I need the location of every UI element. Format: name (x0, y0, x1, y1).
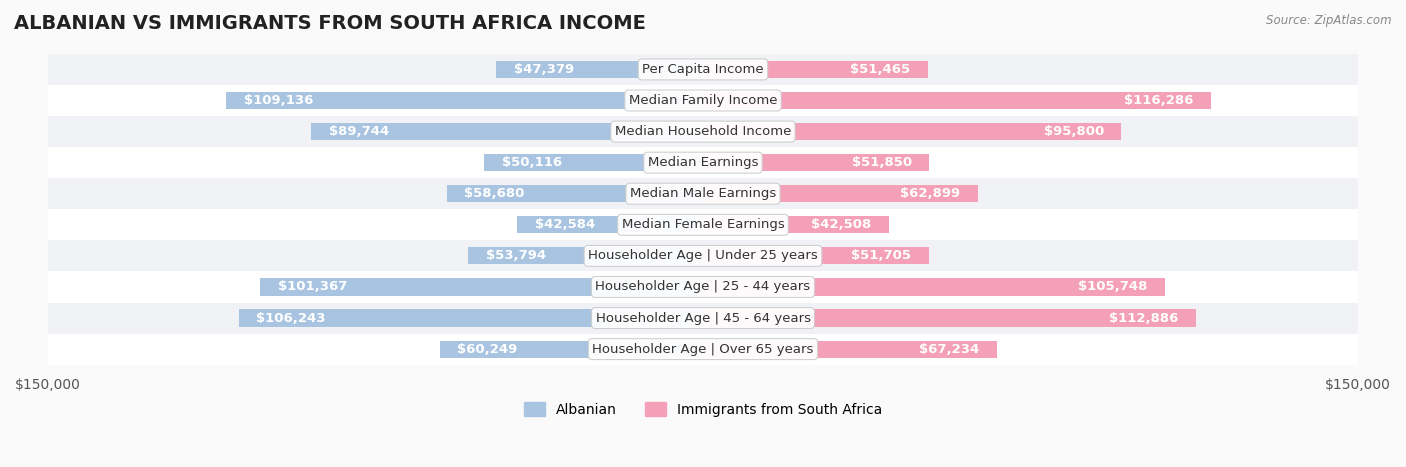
Bar (48, 241, 1358, 271)
Bar (48, 209, 1358, 241)
Bar (703, 185, 977, 202)
Text: Median Male Earnings: Median Male Earnings (630, 187, 776, 200)
Text: $101,367: $101,367 (278, 281, 347, 293)
Bar (703, 340, 997, 358)
Text: $112,886: $112,886 (1109, 311, 1178, 325)
Text: $51,705: $51,705 (851, 249, 911, 262)
Bar (226, 92, 703, 109)
Bar (703, 248, 929, 264)
Text: Median Household Income: Median Household Income (614, 125, 792, 138)
Text: $51,465: $51,465 (851, 63, 910, 76)
Text: $50,116: $50,116 (502, 156, 562, 169)
Text: Per Capita Income: Per Capita Income (643, 63, 763, 76)
Text: Householder Age | 25 - 44 years: Householder Age | 25 - 44 years (595, 281, 811, 293)
Bar (440, 340, 703, 358)
Bar (496, 61, 703, 78)
Text: $47,379: $47,379 (513, 63, 574, 76)
Bar (447, 185, 703, 202)
Bar (48, 85, 1358, 116)
Text: Median Family Income: Median Family Income (628, 94, 778, 107)
Text: Median Female Earnings: Median Female Earnings (621, 218, 785, 231)
Text: Source: ZipAtlas.com: Source: ZipAtlas.com (1267, 14, 1392, 27)
Bar (703, 278, 1164, 296)
Text: $105,748: $105,748 (1078, 281, 1147, 293)
Text: $109,136: $109,136 (243, 94, 314, 107)
Text: $53,794: $53,794 (485, 249, 546, 262)
Bar (260, 278, 703, 296)
Bar (48, 333, 1358, 365)
Bar (48, 303, 1358, 333)
Text: Householder Age | Over 65 years: Householder Age | Over 65 years (592, 343, 814, 355)
Text: Median Earnings: Median Earnings (648, 156, 758, 169)
Bar (239, 310, 703, 326)
Text: $42,584: $42,584 (534, 218, 595, 231)
Bar (48, 178, 1358, 209)
Bar (517, 216, 703, 234)
Text: $95,800: $95,800 (1043, 125, 1104, 138)
Text: $106,243: $106,243 (256, 311, 326, 325)
Text: $67,234: $67,234 (920, 343, 979, 355)
Bar (703, 123, 1122, 140)
Text: Householder Age | Under 25 years: Householder Age | Under 25 years (588, 249, 818, 262)
Text: ALBANIAN VS IMMIGRANTS FROM SOUTH AFRICA INCOME: ALBANIAN VS IMMIGRANTS FROM SOUTH AFRICA… (14, 14, 645, 33)
Bar (703, 92, 1211, 109)
Text: $60,249: $60,249 (457, 343, 517, 355)
Bar (484, 154, 703, 171)
Bar (48, 54, 1358, 85)
Bar (311, 123, 703, 140)
Text: $62,899: $62,899 (900, 187, 960, 200)
Legend: Albanian, Immigrants from South Africa: Albanian, Immigrants from South Africa (519, 396, 887, 422)
Bar (48, 147, 1358, 178)
Text: $58,680: $58,680 (464, 187, 524, 200)
Bar (468, 248, 703, 264)
Text: $51,850: $51,850 (852, 156, 912, 169)
Text: $42,508: $42,508 (811, 218, 872, 231)
Text: $116,286: $116,286 (1123, 94, 1194, 107)
Bar (703, 310, 1197, 326)
Bar (48, 116, 1358, 147)
Text: Householder Age | 45 - 64 years: Householder Age | 45 - 64 years (596, 311, 810, 325)
Bar (703, 61, 928, 78)
Bar (48, 271, 1358, 303)
Bar (703, 216, 889, 234)
Bar (703, 154, 929, 171)
Text: $89,744: $89,744 (329, 125, 389, 138)
